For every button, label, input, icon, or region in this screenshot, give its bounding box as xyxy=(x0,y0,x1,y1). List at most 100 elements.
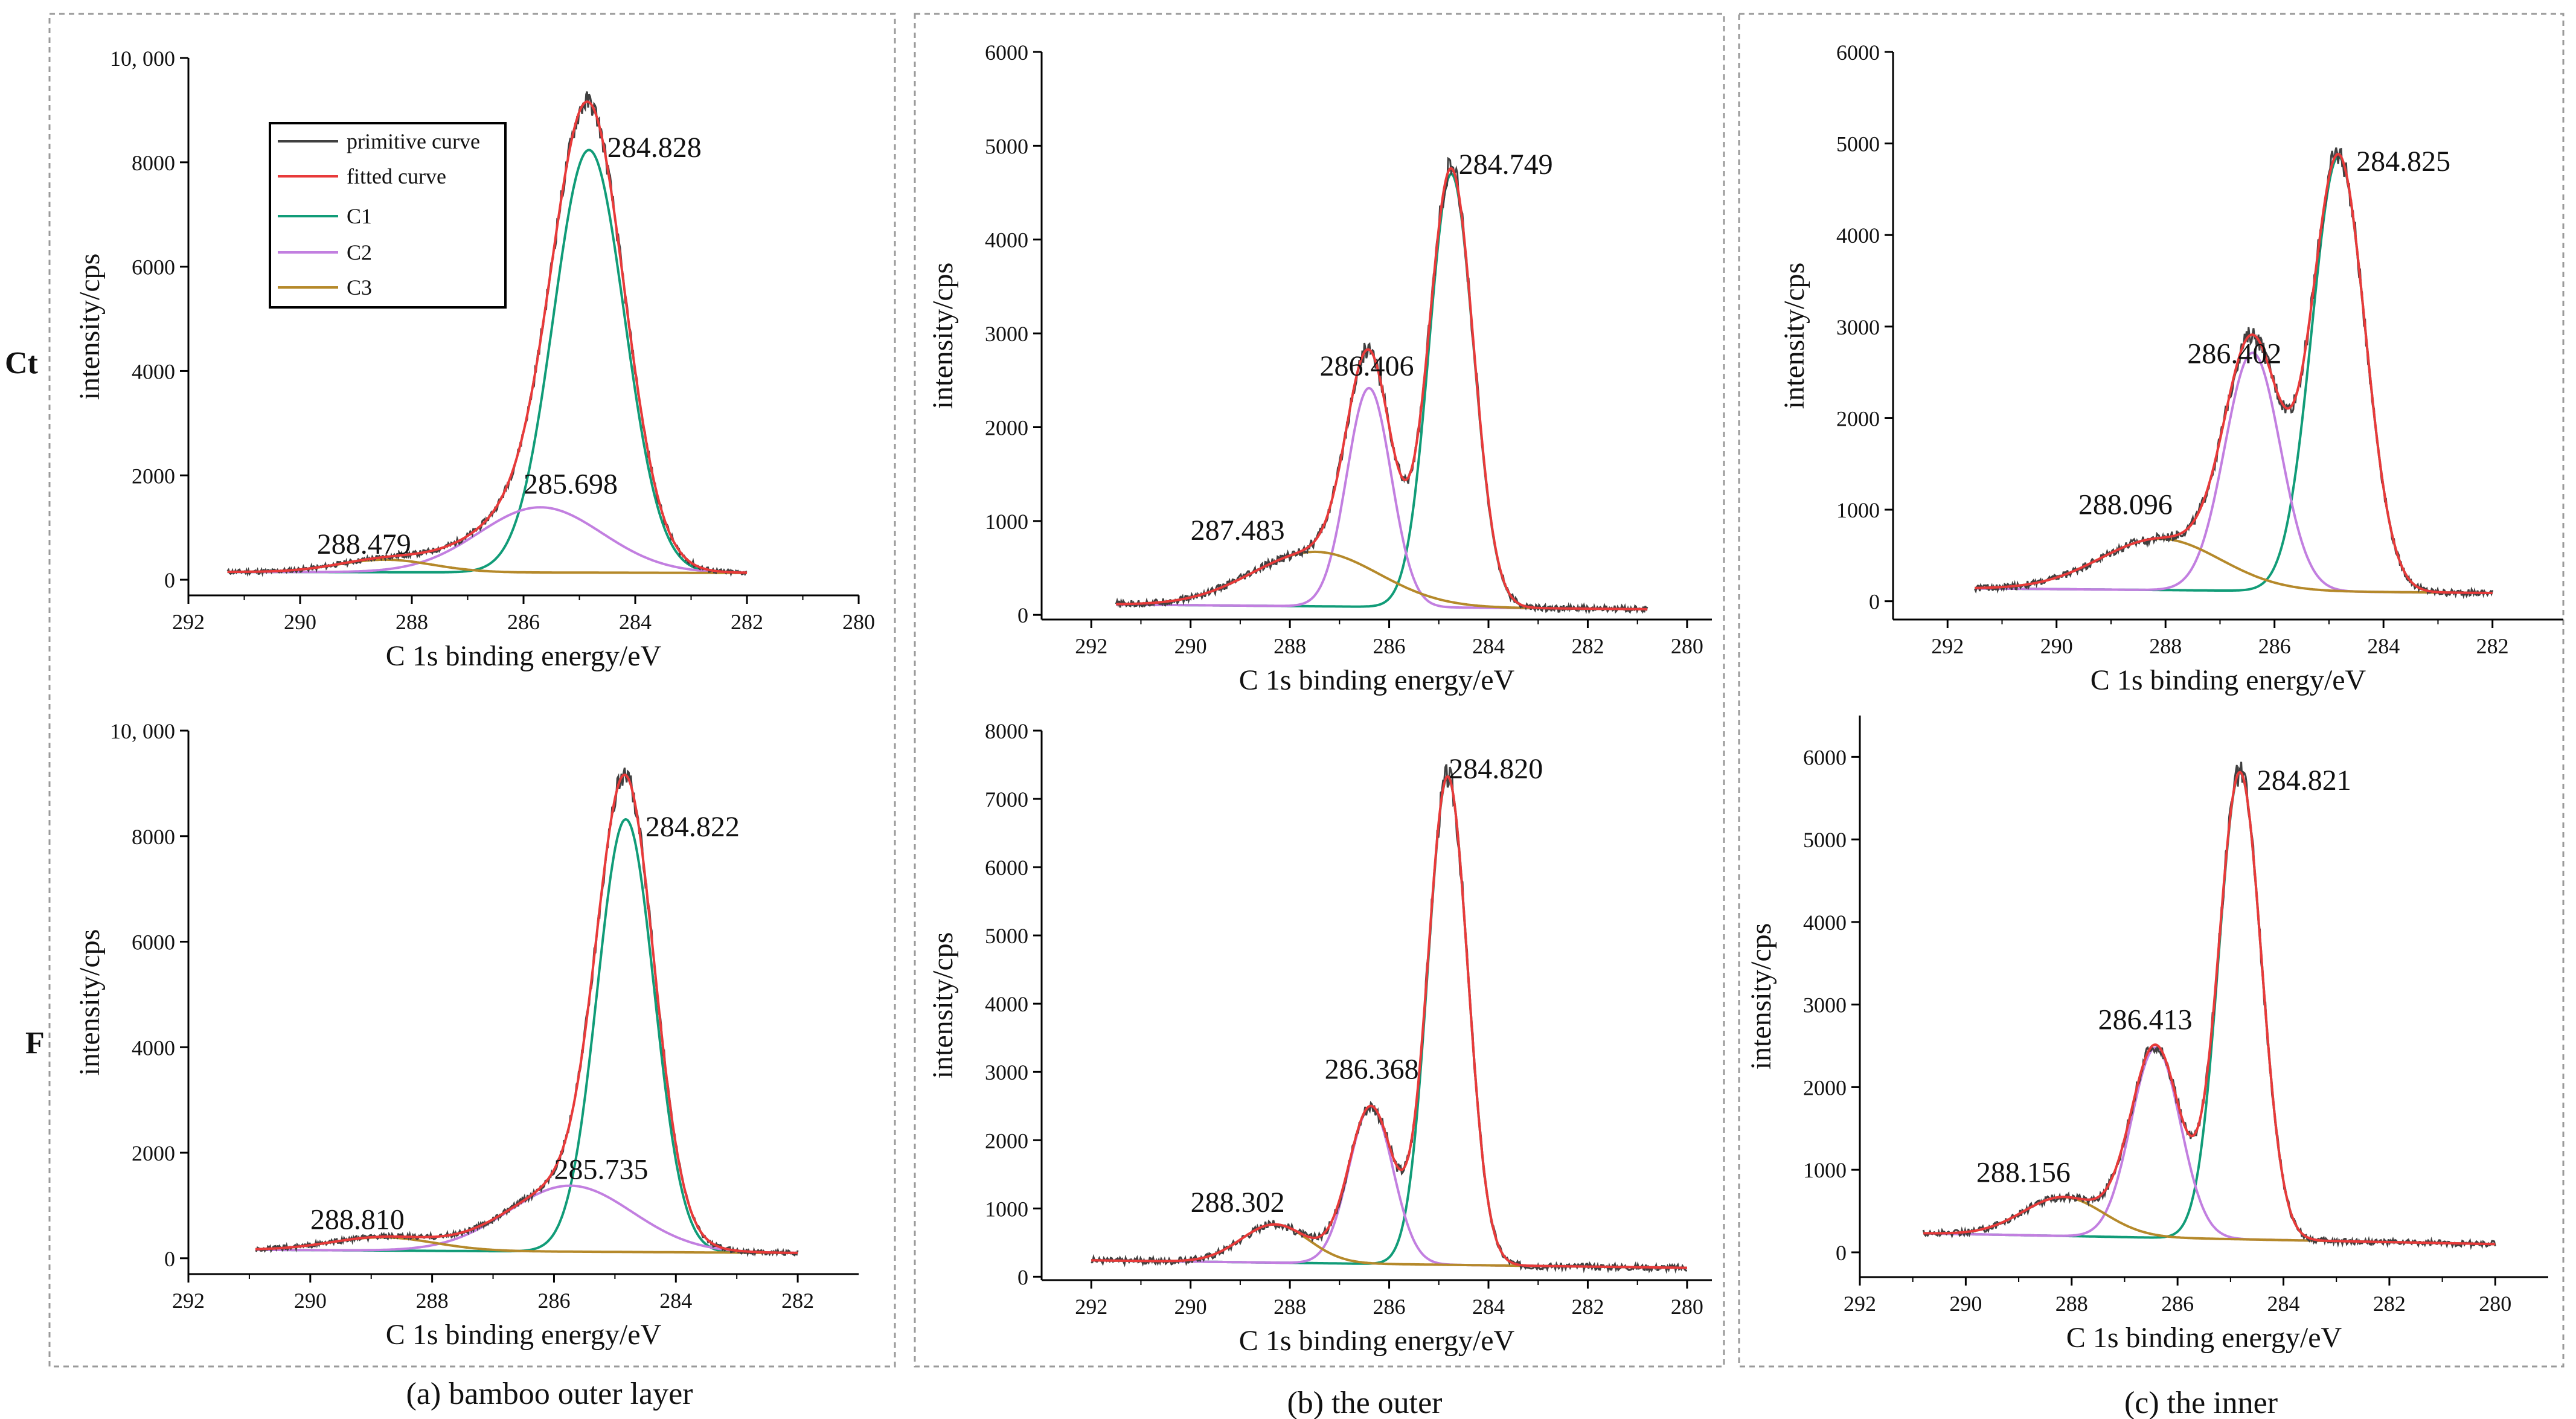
x-tick-label: 284 xyxy=(1472,1295,1505,1319)
panel-frame-a xyxy=(48,13,896,1368)
peak-label: 284.828 xyxy=(607,132,702,164)
y-tick-label: 8000 xyxy=(132,151,175,175)
y-axis-title: intensity/cps xyxy=(1778,263,1810,409)
x-tick-label: 280 xyxy=(2479,1292,2511,1316)
panel-frame-c xyxy=(1738,13,2565,1368)
y-tick-label: 3000 xyxy=(1836,315,1880,339)
y-tick-label: 4000 xyxy=(985,228,1028,252)
y-tick-label: 8000 xyxy=(985,719,1028,743)
caption-a: (a) bamboo outer layer xyxy=(406,1377,693,1411)
series-fitted-a-f xyxy=(255,774,798,1254)
x-tick-label: 292 xyxy=(172,610,205,634)
x-tick-label: 290 xyxy=(1174,1295,1207,1319)
y-tick-label: 2000 xyxy=(985,415,1028,440)
x-tick-label: 288 xyxy=(2149,634,2182,658)
peak-label: 286.413 xyxy=(2098,1004,2193,1036)
series-fitted-c-f xyxy=(1923,770,2496,1246)
y-tick-label: 2000 xyxy=(1836,406,1880,431)
chart-a-ct: 292 290 288 286 284 282 280 0 2000 4000 6000 8000 10… xyxy=(74,46,875,672)
legend-label-c3: C3 xyxy=(347,275,372,299)
y-axis-title: intensity/cps xyxy=(74,254,106,400)
y-tick-label: 6000 xyxy=(132,255,175,280)
chart-a-f: 292 290 288 286 284 282 0 2000 4000 6000 8000 10, 0… xyxy=(74,719,859,1351)
y-tick-label: 2000 xyxy=(132,464,175,488)
x-tick-label: 288 xyxy=(2055,1292,2088,1316)
peak-label: 286.406 xyxy=(1319,350,1414,382)
x-tick-label: 290 xyxy=(284,610,316,634)
legend-label-c1: C1 xyxy=(347,204,372,228)
x-tick-label: 284 xyxy=(2367,634,2400,658)
x-tick-label: 290 xyxy=(294,1289,327,1313)
peak-label: 287.483 xyxy=(1191,514,1285,546)
x-tick-label: 286 xyxy=(507,610,540,634)
x-axis-title: C 1s binding energy/eV xyxy=(2066,1322,2342,1354)
y-tick-label: 8000 xyxy=(132,825,175,849)
y-tick-label: 0 xyxy=(164,568,175,592)
series-fitted-c-ct xyxy=(1975,153,2493,594)
peak-label: 288.096 xyxy=(2078,489,2173,521)
peak-label: 284.820 xyxy=(1449,753,1543,785)
x-tick-label: 292 xyxy=(1075,1295,1107,1319)
y-tick-label: 0 xyxy=(164,1247,175,1271)
chart-b-f: 292 290 288 286 284 282 280 0 1000 2000 3000 4000 50… xyxy=(927,719,1712,1357)
series-fitted-b-f xyxy=(1091,775,1688,1269)
y-tick-label: 1000 xyxy=(1836,498,1880,522)
y-axis-title: intensity/cps xyxy=(927,263,959,409)
peak-label: 288.479 xyxy=(317,528,411,560)
y-tick-label: 10, 000 xyxy=(110,719,175,743)
y-tick-label: 4000 xyxy=(1803,911,1847,935)
series-fitted-b-ct xyxy=(1116,167,1648,610)
x-axis-title: C 1s binding energy/eV xyxy=(386,640,662,672)
y-tick-label: 4000 xyxy=(1836,223,1880,248)
y-tick-label: 4000 xyxy=(985,992,1028,1016)
x-tick-label: 290 xyxy=(2040,634,2073,658)
peak-label: 288.302 xyxy=(1191,1187,1285,1219)
chart-c-ct: 292 290 288 286 284 282 0 1000 2000 3000 4000 5000 6… xyxy=(1778,40,2563,696)
charts-layer: 292 290 288 286 284 282 280 0 2000 4000 6000 8000 10… xyxy=(74,40,2563,1357)
peak-label: 284.749 xyxy=(1459,149,1553,181)
y-tick-label: 2000 xyxy=(1803,1075,1847,1100)
y-tick-label: 0 xyxy=(1017,1265,1028,1289)
x-tick-label: 288 xyxy=(396,610,428,634)
peak-label: 284.821 xyxy=(2257,764,2351,796)
x-tick-label: 288 xyxy=(416,1289,449,1313)
x-tick-label: 290 xyxy=(1174,634,1207,658)
caption-b: (b) the outer xyxy=(1287,1386,1442,1419)
peak-label: 286.368 xyxy=(1325,1054,1419,1086)
y-tick-label: 3000 xyxy=(985,1060,1028,1084)
y-tick-label: 0 xyxy=(1836,1241,1847,1265)
y-tick-label: 0 xyxy=(1869,590,1880,614)
row-label-f: F xyxy=(25,1026,45,1060)
y-tick-label: 0 xyxy=(1017,603,1028,627)
x-tick-label: 288 xyxy=(1274,1295,1306,1319)
x-axis-title: C 1s binding energy/eV xyxy=(2091,664,2366,696)
y-tick-label: 1000 xyxy=(985,1197,1028,1221)
y-tick-label: 3000 xyxy=(1803,993,1847,1017)
x-tick-label: 282 xyxy=(1571,1295,1604,1319)
x-tick-label: 286 xyxy=(2258,634,2291,658)
legend-label-primitive: primitive curve xyxy=(347,129,480,153)
y-tick-label: 2000 xyxy=(985,1129,1028,1153)
y-tick-label: 10, 000 xyxy=(110,46,175,71)
y-tick-label: 5000 xyxy=(985,134,1028,158)
x-tick-label: 280 xyxy=(842,610,875,634)
y-tick-label: 5000 xyxy=(1836,132,1880,156)
y-tick-label: 4000 xyxy=(132,359,175,383)
caption-c: (c) the inner xyxy=(2124,1386,2278,1419)
x-tick-label: 288 xyxy=(1274,634,1306,658)
x-tick-label: 292 xyxy=(172,1289,205,1313)
y-tick-label: 5000 xyxy=(1803,828,1847,852)
peak-label: 288.810 xyxy=(310,1204,405,1236)
x-tick-label: 282 xyxy=(1571,634,1604,658)
y-axis-title: intensity/cps xyxy=(74,929,106,1076)
y-axis-title: intensity/cps xyxy=(1745,923,1777,1070)
x-tick-label: 286 xyxy=(2161,1292,2194,1316)
y-tick-label: 7000 xyxy=(985,787,1028,812)
y-tick-label: 6000 xyxy=(985,856,1028,880)
row-label-ct: Ct xyxy=(5,346,39,380)
peak-label: 288.156 xyxy=(1976,1157,2071,1189)
peak-label: 285.698 xyxy=(524,469,618,501)
x-tick-label: 282 xyxy=(781,1289,814,1313)
x-tick-label: 282 xyxy=(731,610,763,634)
